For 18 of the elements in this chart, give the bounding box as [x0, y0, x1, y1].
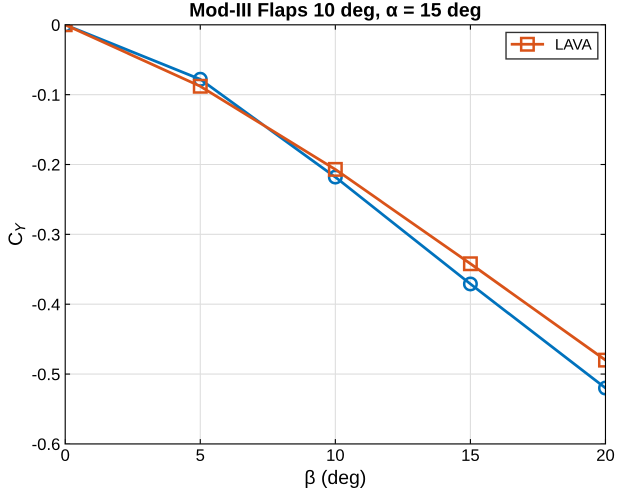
point: [192, 78, 208, 94]
y-tick-label: -0.3: [32, 228, 60, 241]
x-tick-label: 0: [61, 449, 70, 462]
y-tick-label: -0.6: [32, 438, 60, 450]
legend-label: LAVA: [556, 39, 592, 50]
y-tick-label: -0.1: [32, 89, 60, 101]
x-tick-label: 15: [462, 449, 479, 462]
x-axis-title: β (deg): [306, 470, 366, 488]
y-tick-label: 0: [52, 19, 60, 32]
point: [328, 162, 343, 177]
x-tick-label: 5: [196, 449, 204, 462]
chart-title: Mod-III Flaps 10 deg, α = 15 deg: [190, 2, 480, 21]
x-tick-label: 20: [597, 449, 614, 462]
y-tick-label: -0.5: [32, 368, 60, 380]
y-axis-title: C$_{Y}$: [8, 222, 26, 245]
x-tick-label: 10: [327, 449, 344, 462]
y-tick-label: -0.2: [32, 158, 60, 171]
y-tick-label: -0.4: [32, 298, 60, 310]
